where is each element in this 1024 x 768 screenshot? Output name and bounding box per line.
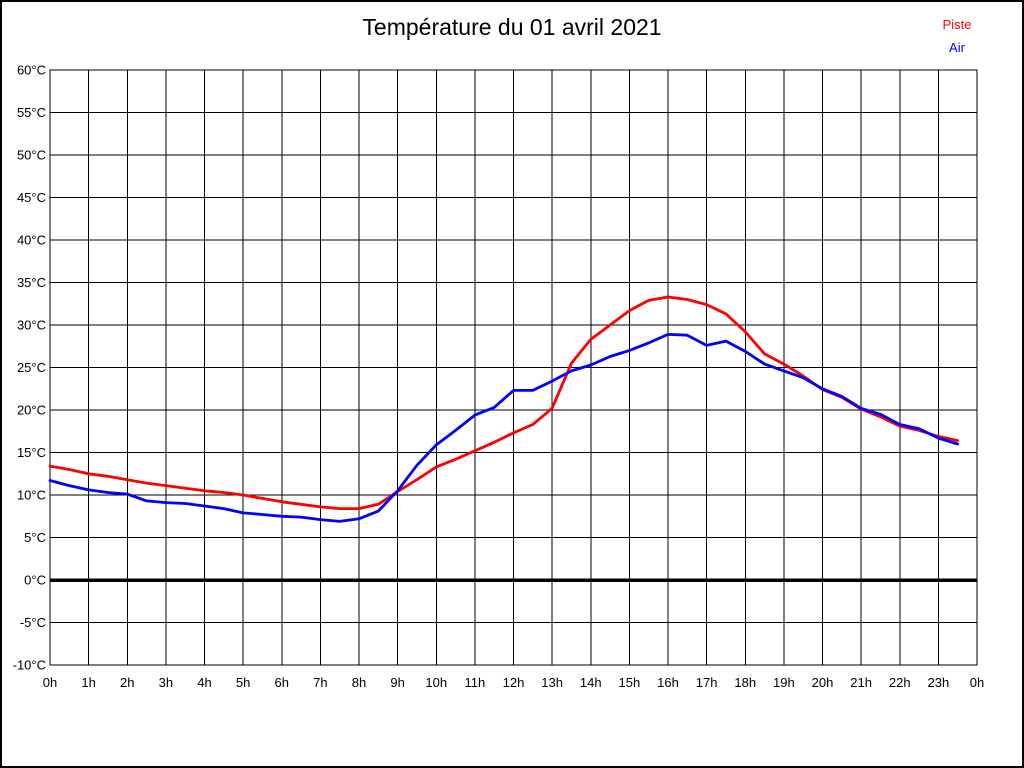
chart-legend: Piste Air — [922, 13, 992, 59]
piste-temperature-line — [48, 295, 960, 511]
svg-text:30°C: 30°C — [17, 318, 46, 333]
chart-title: Température du 01 avril 2021 — [362, 14, 662, 40]
chart-grid — [49, 69, 978, 666]
svg-text:2h: 2h — [120, 675, 134, 690]
svg-text:20h: 20h — [812, 675, 834, 690]
legend-item-piste: Piste — [942, 17, 972, 32]
svg-text:35°C: 35°C — [17, 275, 46, 290]
svg-text:3h: 3h — [159, 675, 173, 690]
svg-text:18h: 18h — [734, 675, 756, 690]
svg-text:45°C: 45°C — [17, 190, 46, 205]
svg-text:22h: 22h — [889, 675, 911, 690]
svg-text:20°C: 20°C — [17, 403, 46, 418]
svg-text:4h: 4h — [197, 675, 211, 690]
svg-text:1h: 1h — [81, 675, 95, 690]
svg-text:-5°C: -5°C — [20, 615, 46, 630]
plot-frame — [49, 69, 978, 666]
svg-text:12h: 12h — [503, 675, 525, 690]
svg-text:19h: 19h — [773, 675, 795, 690]
svg-text:25°C: 25°C — [17, 360, 46, 375]
svg-text:55°C: 55°C — [17, 105, 46, 120]
svg-text:10h: 10h — [425, 675, 447, 690]
svg-text:17h: 17h — [696, 675, 718, 690]
svg-text:60°C: 60°C — [17, 63, 46, 78]
svg-text:5h: 5h — [236, 675, 250, 690]
legend-item-air: Air — [949, 40, 965, 55]
svg-text:8h: 8h — [352, 675, 366, 690]
svg-text:21h: 21h — [850, 675, 872, 690]
svg-text:6h: 6h — [275, 675, 289, 690]
svg-text:23h: 23h — [928, 675, 950, 690]
svg-text:13h: 13h — [541, 675, 563, 690]
svg-text:-10°C: -10°C — [13, 658, 46, 673]
svg-text:7h: 7h — [313, 675, 327, 690]
svg-text:40°C: 40°C — [17, 233, 46, 248]
svg-text:0°C: 0°C — [24, 573, 46, 588]
svg-text:5°C: 5°C — [24, 530, 46, 545]
svg-text:16h: 16h — [657, 675, 679, 690]
svg-text:50°C: 50°C — [17, 148, 46, 163]
y-axis-labels: 60°C 55°C 50°C 45°C 40°C 35°C 30°C 25°C 20°C 15°C… — [13, 63, 46, 673]
svg-text:11h: 11h — [465, 675, 486, 690]
svg-text:15h: 15h — [619, 675, 641, 690]
svg-text:15°C: 15°C — [17, 445, 46, 460]
svg-text:0h: 0h — [970, 675, 984, 690]
air-temperature-line — [48, 332, 960, 523]
x-axis-labels: 0h 1h 2h 3h 4h 5h 6h 7h 8h 9h 10h 11h 12h 13h 14h 15h 16… — [43, 675, 984, 690]
svg-text:9h: 9h — [390, 675, 404, 690]
svg-text:0h: 0h — [43, 675, 57, 690]
svg-text:14h: 14h — [580, 675, 602, 690]
svg-text:10°C: 10°C — [17, 488, 46, 503]
